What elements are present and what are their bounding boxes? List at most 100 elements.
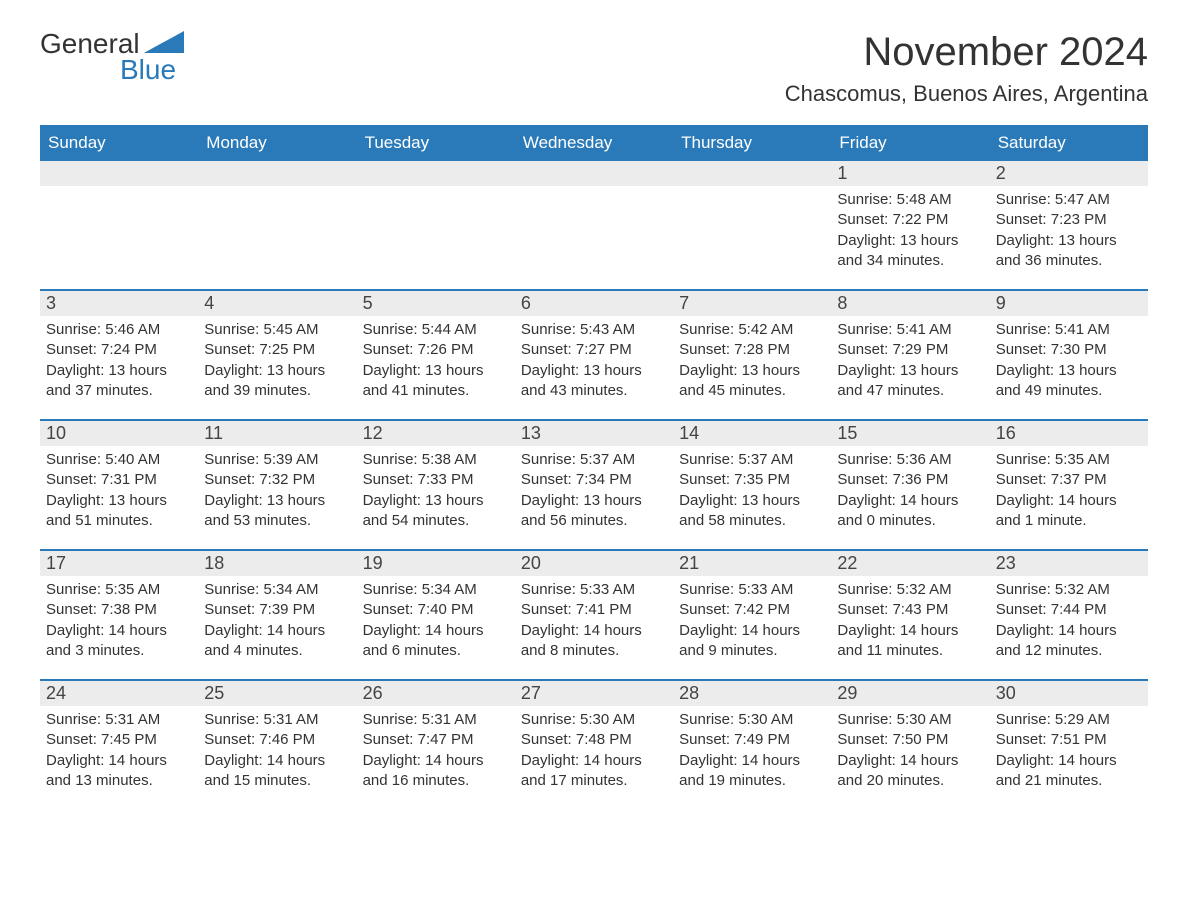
day-day1: Daylight: 13 hours <box>837 361 983 381</box>
location-subtitle: Chascomus, Buenos Aires, Argentina <box>785 81 1148 107</box>
day-cell: 22Sunrise: 5:32 AMSunset: 7:43 PMDayligh… <box>831 551 989 679</box>
day-body: Sunrise: 5:34 AMSunset: 7:40 PMDaylight:… <box>357 576 515 667</box>
day-sunset: Sunset: 7:39 PM <box>204 600 350 620</box>
dow-wednesday: Wednesday <box>515 127 673 159</box>
day-day2: and 36 minutes. <box>996 251 1142 271</box>
day-day1: Daylight: 14 hours <box>996 751 1142 771</box>
day-sunrise: Sunrise: 5:30 AM <box>837 710 983 730</box>
day-day2: and 47 minutes. <box>837 381 983 401</box>
day-cell: 20Sunrise: 5:33 AMSunset: 7:41 PMDayligh… <box>515 551 673 679</box>
day-sunrise: Sunrise: 5:33 AM <box>679 580 825 600</box>
day-day1: Daylight: 14 hours <box>837 491 983 511</box>
day-day2: and 37 minutes. <box>46 381 192 401</box>
day-day2: and 4 minutes. <box>204 641 350 661</box>
day-cell: 30 Sunrise: 5:29 AMSunset: 7:51 PMDayligh… <box>990 681 1148 809</box>
day-day1: Daylight: 14 hours <box>996 621 1142 641</box>
day-sunset: Sunset: 7:51 PM <box>996 730 1142 750</box>
day-sunset: Sunset: 7:24 PM <box>46 340 192 360</box>
day-sunrise: Sunrise: 5:42 AM <box>679 320 825 340</box>
day-cell <box>357 161 515 289</box>
day-number: 12 <box>357 421 515 446</box>
day-number: 30 <box>990 681 1148 706</box>
day-cell <box>40 161 198 289</box>
page-header: General Blue November 2024 Chascomus, Bu… <box>40 30 1148 117</box>
day-cell: 8Sunrise: 5:41 AMSunset: 7:29 PMDaylight… <box>831 291 989 419</box>
day-sunset: Sunset: 7:31 PM <box>46 470 192 490</box>
day-sunrise: Sunrise: 5:29 AM <box>996 710 1142 730</box>
day-day2: and 20 minutes. <box>837 771 983 791</box>
day-sunrise: Sunrise: 5:32 AM <box>996 580 1142 600</box>
day-sunset: Sunset: 7:41 PM <box>521 600 667 620</box>
day-sunset: Sunset: 7:48 PM <box>521 730 667 750</box>
day-sunrise: Sunrise: 5:34 AM <box>204 580 350 600</box>
day-sunset: Sunset: 7:50 PM <box>837 730 983 750</box>
day-body: Sunrise: 5:30 AMSunset: 7:49 PMDaylight:… <box>673 706 831 797</box>
day-cell <box>673 161 831 289</box>
day-sunrise: Sunrise: 5:37 AM <box>679 450 825 470</box>
week-row: 10Sunrise: 5:40 AMSunset: 7:31 PMDayligh… <box>40 419 1148 549</box>
day-cell: 6Sunrise: 5:43 AMSunset: 7:27 PMDaylight… <box>515 291 673 419</box>
day-number: 4 <box>198 291 356 316</box>
day-body: Sunrise: 5:48 AMSunset: 7:22 PMDaylight:… <box>831 186 989 277</box>
day-day2: and 17 minutes. <box>521 771 667 791</box>
day-number: 9 <box>990 291 1148 316</box>
day-day1: Daylight: 14 hours <box>363 751 509 771</box>
day-sunset: Sunset: 7:28 PM <box>679 340 825 360</box>
day-body: Sunrise: 5:47 AMSunset: 7:23 PMDaylight:… <box>990 186 1148 277</box>
day-number: 2 <box>990 161 1148 186</box>
day-sunrise: Sunrise: 5:30 AM <box>521 710 667 730</box>
day-day2: and 41 minutes. <box>363 381 509 401</box>
day-day1: Daylight: 14 hours <box>679 621 825 641</box>
day-sunset: Sunset: 7:30 PM <box>996 340 1142 360</box>
calendar-table: Sunday Monday Tuesday Wednesday Thursday… <box>40 125 1148 809</box>
day-sunset: Sunset: 7:27 PM <box>521 340 667 360</box>
day-sunrise: Sunrise: 5:43 AM <box>521 320 667 340</box>
day-sunset: Sunset: 7:32 PM <box>204 470 350 490</box>
day-day2: and 8 minutes. <box>521 641 667 661</box>
day-cell: 23Sunrise: 5:32 AMSunset: 7:44 PMDayligh… <box>990 551 1148 679</box>
day-sunrise: Sunrise: 5:31 AM <box>46 710 192 730</box>
day-number: 29 <box>831 681 989 706</box>
day-cell: 11Sunrise: 5:39 AMSunset: 7:32 PMDayligh… <box>198 421 356 549</box>
day-number: 6 <box>515 291 673 316</box>
day-body: Sunrise: 5:42 AMSunset: 7:28 PMDaylight:… <box>673 316 831 407</box>
day-cell: 25Sunrise: 5:31 AMSunset: 7:46 PMDayligh… <box>198 681 356 809</box>
day-sunset: Sunset: 7:45 PM <box>46 730 192 750</box>
day-cell: 10Sunrise: 5:40 AMSunset: 7:31 PMDayligh… <box>40 421 198 549</box>
day-number: 23 <box>990 551 1148 576</box>
day-sunrise: Sunrise: 5:34 AM <box>363 580 509 600</box>
day-day1: Daylight: 13 hours <box>996 231 1142 251</box>
day-number: 8 <box>831 291 989 316</box>
dow-thursday: Thursday <box>673 127 831 159</box>
day-body: Sunrise: 5:46 AMSunset: 7:24 PMDaylight:… <box>40 316 198 407</box>
day-body: Sunrise: 5:36 AMSunset: 7:36 PMDaylight:… <box>831 446 989 537</box>
day-sunrise: Sunrise: 5:45 AM <box>204 320 350 340</box>
day-body: Sunrise: 5:30 AMSunset: 7:50 PMDaylight:… <box>831 706 989 797</box>
day-cell: 24Sunrise: 5:31 AMSunset: 7:45 PMDayligh… <box>40 681 198 809</box>
day-number: 24 <box>40 681 198 706</box>
day-sunrise: Sunrise: 5:38 AM <box>363 450 509 470</box>
day-body: Sunrise: 5:45 AMSunset: 7:25 PMDaylight:… <box>198 316 356 407</box>
day-day1: Daylight: 13 hours <box>521 491 667 511</box>
day-number <box>673 161 831 186</box>
day-day2: and 43 minutes. <box>521 381 667 401</box>
day-day2: and 21 minutes. <box>996 771 1142 791</box>
day-sunset: Sunset: 7:26 PM <box>363 340 509 360</box>
day-number: 19 <box>357 551 515 576</box>
day-sunset: Sunset: 7:40 PM <box>363 600 509 620</box>
day-number <box>40 161 198 186</box>
day-sunset: Sunset: 7:34 PM <box>521 470 667 490</box>
day-day2: and 1 minute. <box>996 511 1142 531</box>
dow-friday: Friday <box>831 127 989 159</box>
day-day2: and 58 minutes. <box>679 511 825 531</box>
day-day2: and 34 minutes. <box>837 251 983 271</box>
day-number: 22 <box>831 551 989 576</box>
day-sunset: Sunset: 7:49 PM <box>679 730 825 750</box>
week-row: 24 Sunrise: 5:31 AMSunset: 7:45 PM Dayligh… <box>40 679 1148 809</box>
day-day2: and 39 minutes. <box>204 381 350 401</box>
day-number: 15 <box>831 421 989 446</box>
day-day1: Daylight: 13 hours <box>679 491 825 511</box>
day-body: Sunrise: 5:33 AMSunset: 7:41 PMDaylight:… <box>515 576 673 667</box>
day-cell: 3Sunrise: 5:46 AMSunset: 7:24 PMDaylight… <box>40 291 198 419</box>
day-day1: Daylight: 14 hours <box>204 621 350 641</box>
